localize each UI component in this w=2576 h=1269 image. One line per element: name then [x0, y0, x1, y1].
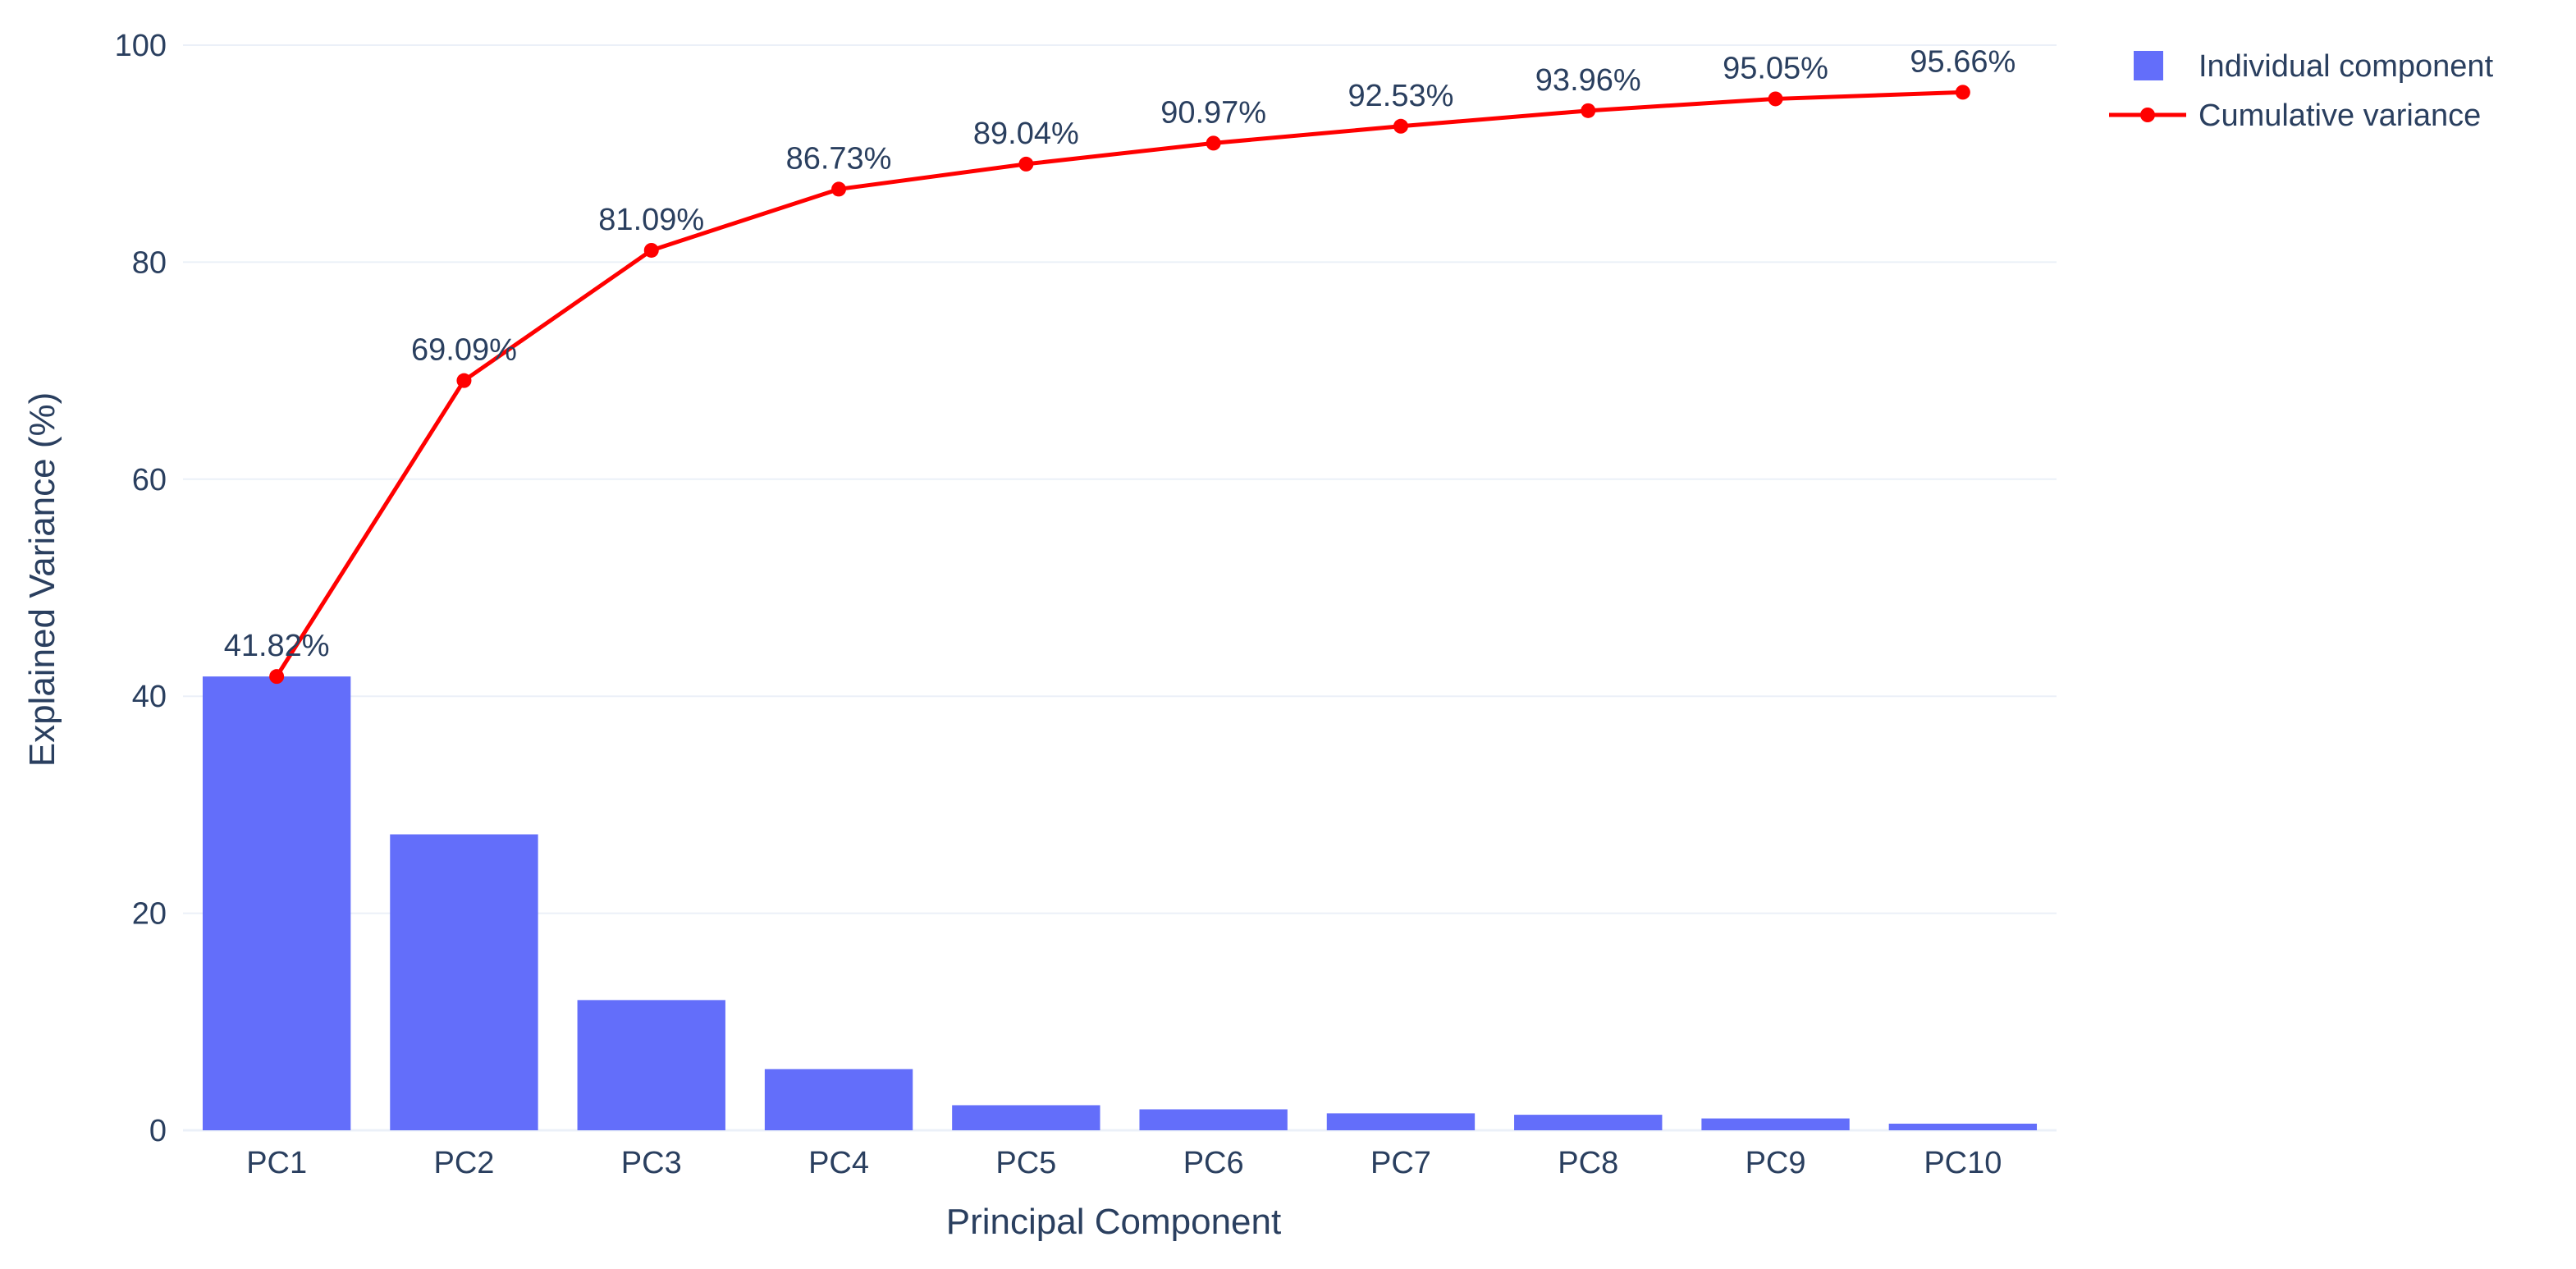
- y-tick-label-3: 60: [132, 463, 167, 497]
- y-tick-label-4: 80: [132, 245, 167, 280]
- data-label-pc9: 95.05%: [1723, 51, 1828, 85]
- cumulative-marker-pc3[interactable]: [643, 242, 659, 258]
- x-tick-label-pc10: PC10: [1924, 1146, 2002, 1180]
- data-label-pc5: 89.04%: [973, 117, 1079, 151]
- x-tick-label-pc6: PC6: [1183, 1146, 1244, 1180]
- bar-pc1[interactable]: [202, 676, 351, 1130]
- bar-pc10[interactable]: [1888, 1123, 2038, 1130]
- x-tick-label-pc1: PC1: [246, 1146, 307, 1180]
- bar-pc9[interactable]: [1701, 1118, 1850, 1130]
- data-label-pc8: 93.96%: [1535, 63, 1641, 98]
- x-axis-title: Principal Component: [946, 1202, 1281, 1242]
- legend-bar-swatch: [2134, 51, 2163, 80]
- data-label-pc2: 69.09%: [411, 333, 517, 368]
- cumulative-line: [275, 89, 1963, 678]
- cumulative-marker-pc2[interactable]: [456, 373, 472, 388]
- bar-pc6[interactable]: [1139, 1109, 1288, 1130]
- bar-pc7[interactable]: [1326, 1113, 1476, 1130]
- y-tick-label-5: 100: [115, 29, 167, 63]
- x-tick-label-pc5: PC5: [995, 1146, 1056, 1180]
- legend-item-line[interactable]: Cumulative variance: [2109, 98, 2481, 133]
- y-tick-label-1: 20: [132, 897, 167, 932]
- data-label-pc6: 90.97%: [1160, 95, 1266, 130]
- cumulative-marker-pc4[interactable]: [831, 181, 847, 197]
- bar-pc5[interactable]: [952, 1105, 1100, 1130]
- y-tick-label-0: 0: [149, 1114, 167, 1148]
- cumulative-marker-pc9[interactable]: [1768, 91, 1783, 107]
- cumulative-marker-pc1[interactable]: [269, 669, 285, 685]
- cumulative-marker-pc5[interactable]: [1018, 156, 1034, 172]
- y-tick-label-2: 40: [132, 680, 167, 714]
- x-tick-label-pc7: PC7: [1370, 1146, 1431, 1180]
- legend-label-line: Cumulative variance: [2199, 98, 2481, 133]
- legend: Individual component Cumulative variance: [2109, 49, 2494, 133]
- bar-pc2[interactable]: [390, 834, 538, 1130]
- bar-pc3[interactable]: [577, 1000, 725, 1130]
- cumulative-marker-pc7[interactable]: [1393, 118, 1408, 134]
- x-tick-label-pc9: PC9: [1746, 1146, 1806, 1180]
- data-labels: 41.82% 69.09% 81.09% 86.73% 89.04% 90.97% 92.5…: [224, 44, 2016, 663]
- data-label-pc1: 41.82%: [224, 629, 330, 663]
- cumulative-marker-pc8[interactable]: [1581, 103, 1596, 118]
- x-tick-label-pc2: PC2: [433, 1146, 494, 1180]
- bar-series: [202, 676, 2038, 1130]
- legend-label-bar: Individual component: [2199, 49, 2494, 84]
- x-tick-label-pc3: PC3: [621, 1146, 682, 1180]
- data-label-pc4: 86.73%: [786, 141, 892, 176]
- bar-pc4[interactable]: [764, 1069, 913, 1130]
- x-tick-label-pc4: PC4: [808, 1146, 869, 1180]
- cumulative-marker-pc10[interactable]: [1955, 85, 1970, 100]
- data-label-pc7: 92.53%: [1348, 79, 1454, 113]
- bar-pc8[interactable]: [1514, 1115, 1663, 1130]
- data-label-pc10: 95.66%: [1910, 44, 2016, 79]
- y-axis-ticks: 0 20 40 60 80 100: [115, 29, 167, 1148]
- y-axis-title: Explained Variance (%): [22, 392, 62, 767]
- legend-line-marker: [2140, 108, 2155, 122]
- cumulative-marker-pc6[interactable]: [1206, 135, 1221, 151]
- x-axis-ticks: PC1 PC2 PC3 PC4 PC5 PC6 PC7 PC8 PC9 PC10: [246, 1146, 2002, 1180]
- data-label-pc3: 81.09%: [598, 203, 704, 237]
- line-series: [269, 85, 1970, 685]
- legend-item-bar[interactable]: Individual component: [2134, 49, 2494, 84]
- x-tick-label-pc8: PC8: [1558, 1146, 1618, 1180]
